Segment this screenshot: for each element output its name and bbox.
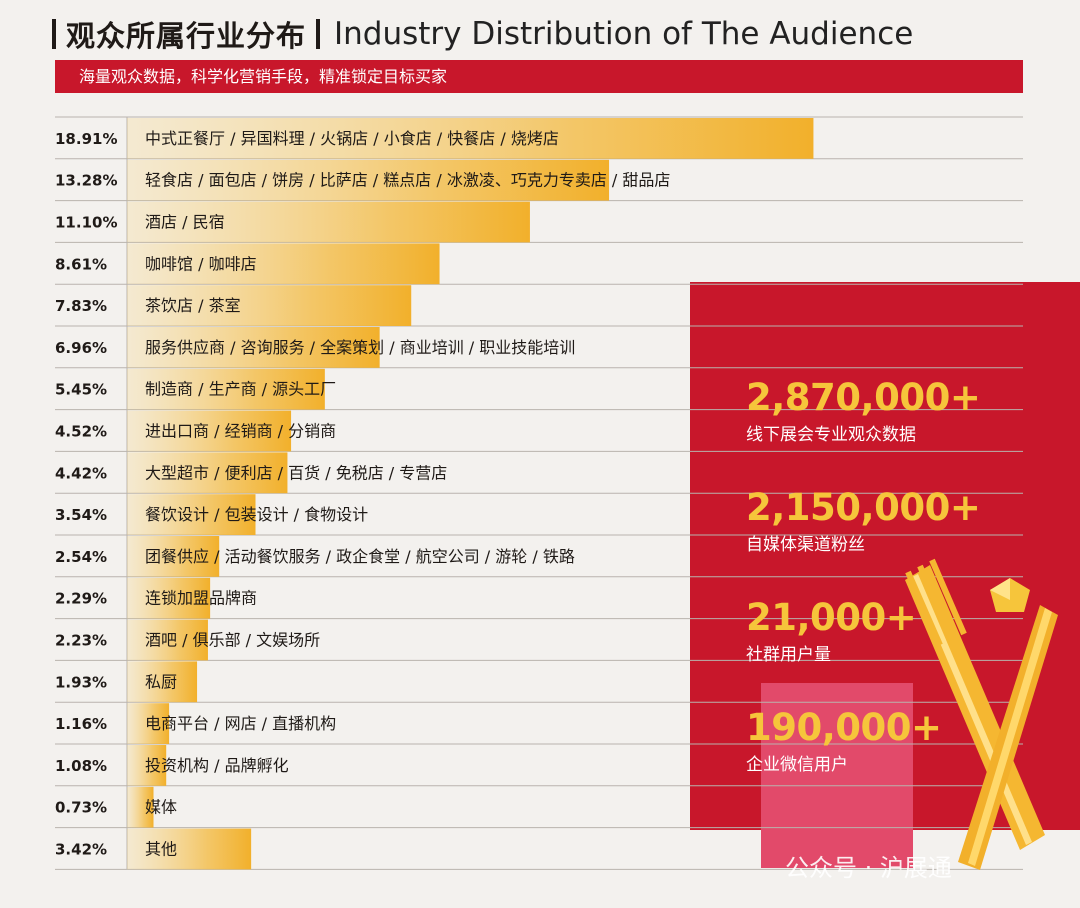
category-label: 连锁加盟品牌商 xyxy=(145,589,257,608)
category-label: 轻食店 / 面包店 / 饼房 / 比萨店 / 糕点店 / 冰激凌、巧克力专卖店 … xyxy=(145,171,670,190)
bar xyxy=(127,159,610,201)
category-label: 进出口商 / 经销商 / 分销商 xyxy=(145,422,336,441)
stat-community-users: 21,000+ 社群用户量 xyxy=(746,596,917,666)
category-label: 酒店 / 民宿 xyxy=(145,213,225,232)
bar xyxy=(127,327,380,368)
stat-value: 2,870,000+ xyxy=(746,376,981,419)
title-chinese: 观众所属行业分布 xyxy=(66,19,307,53)
category-label: 投资机构 / 品牌孵化 xyxy=(145,756,289,775)
bar xyxy=(127,828,252,870)
stat-label: 线下展会专业观众数据 xyxy=(746,425,916,445)
value-label: 1.93% xyxy=(55,673,107,691)
category-label: 服务供应商 / 咨询服务 / 全案策划 / 商业培训 / 职业技能培训 xyxy=(145,338,575,357)
category-label: 媒体 xyxy=(145,798,177,817)
stat-label: 企业微信用户 xyxy=(746,755,848,775)
bar xyxy=(127,201,530,243)
bar xyxy=(127,536,220,577)
bar xyxy=(127,368,325,410)
bar xyxy=(127,703,170,744)
title-divider-left xyxy=(52,19,56,49)
stat-media-fans: 2,150,000+ 自媒体渠道粉丝 xyxy=(746,486,981,556)
watermark-text: 公众号 · 沪展通 xyxy=(785,854,952,882)
title-divider-right xyxy=(316,19,321,49)
bar xyxy=(127,118,814,159)
value-label: 6.96% xyxy=(55,339,107,357)
value-label: 2.54% xyxy=(55,548,107,566)
bar xyxy=(127,577,211,619)
value-label: 5.45% xyxy=(55,381,107,399)
stat-value: 190,000+ xyxy=(746,706,942,749)
category-label: 大型超市 / 便利店 / 百货 / 免税店 / 专营店 xyxy=(145,463,447,482)
title-english: Industry Distribution of The Audience xyxy=(334,16,914,52)
stats-panel-corner xyxy=(983,282,1080,322)
stat-value: 21,000+ xyxy=(746,596,917,639)
stat-label: 社群用户量 xyxy=(746,645,831,665)
value-label: 18.91% xyxy=(55,130,117,148)
category-label: 团餐供应 / 活动餐饮服务 / 政企食堂 / 航空公司 / 游轮 / 铁路 xyxy=(145,547,575,566)
value-label: 3.42% xyxy=(55,841,107,859)
bar xyxy=(127,619,208,661)
value-label: 4.42% xyxy=(55,464,107,482)
category-label: 电商平台 / 网店 / 直播机构 xyxy=(145,714,336,733)
bar xyxy=(127,661,198,703)
value-label: 4.52% xyxy=(55,423,107,441)
value-label: 7.83% xyxy=(55,297,107,315)
category-label: 中式正餐厅 / 异国料理 / 火锅店 / 小食店 / 快餐店 / 烧烤店 xyxy=(145,129,559,148)
category-label: 其他 xyxy=(145,840,177,859)
bar xyxy=(127,494,256,535)
title-row: 观众所属行业分布 Industry Distribution of The Au… xyxy=(52,12,913,56)
stat-label: 自媒体渠道粉丝 xyxy=(746,535,865,555)
category-label: 茶饮店 / 茶室 xyxy=(145,296,241,315)
stat-wechat-users: 190,000+ 企业微信用户 xyxy=(746,706,942,776)
stat-value: 2,150,000+ xyxy=(746,486,981,529)
subtitle-banner: 海量观众数据，科学化营销手段，精准锁定目标买家 xyxy=(55,60,1023,93)
bar xyxy=(127,285,412,326)
value-label: 8.61% xyxy=(55,255,107,273)
value-label: 11.10% xyxy=(55,214,117,232)
value-label: 0.73% xyxy=(55,799,107,817)
category-label: 私厨 xyxy=(145,672,177,691)
value-label: 3.54% xyxy=(55,506,107,524)
bar xyxy=(127,452,288,494)
value-label: 1.08% xyxy=(55,757,107,775)
category-label: 制造商 / 生产商 / 源头工厂 xyxy=(145,380,336,399)
value-label: 2.29% xyxy=(55,590,107,608)
stat-offline-audience: 2,870,000+ 线下展会专业观众数据 xyxy=(746,376,981,446)
category-label: 酒吧 / 俱乐部 / 文娱场所 xyxy=(145,631,320,650)
category-label: 餐饮设计 / 包装设计 / 食物设计 xyxy=(145,505,368,524)
value-label: 2.23% xyxy=(55,632,107,650)
bar xyxy=(127,786,154,828)
bar xyxy=(127,745,167,786)
bar xyxy=(127,243,440,285)
decorative-pink-block xyxy=(761,683,913,868)
value-label: 13.28% xyxy=(55,172,117,190)
value-label: 1.16% xyxy=(55,715,107,733)
category-label: 咖啡馆 / 咖啡店 xyxy=(145,254,257,273)
bar xyxy=(127,410,292,452)
